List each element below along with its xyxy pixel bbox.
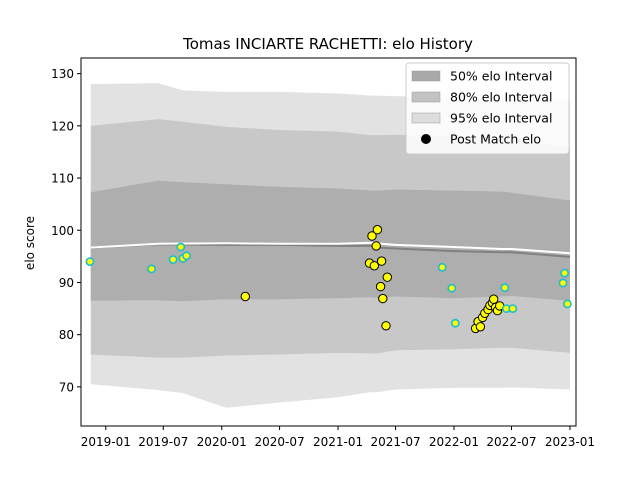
post-match-points <box>85 225 572 334</box>
y-tick-label: 80 <box>59 328 74 342</box>
interval-bands <box>90 83 571 408</box>
post-match-elo-point <box>382 272 392 282</box>
y-tick-label: 130 <box>51 67 74 81</box>
x-tick-label: 2021-07 <box>370 435 420 449</box>
y-tick-label: 70 <box>59 380 74 394</box>
x-tick-label: 2019-01 <box>81 435 131 449</box>
legend-swatch <box>411 91 441 103</box>
x-tick-label: 2020-07 <box>255 435 305 449</box>
x-axis: 2019-01 2019-07 2020-01 2020-07 2021-01 2021-… <box>81 426 595 449</box>
post-match-elo-point <box>371 241 381 251</box>
legend-box <box>405 62 570 155</box>
x-tick-label: 2021-01 <box>313 435 363 449</box>
x-tick-label: 2019-07 <box>138 435 188 449</box>
post-match-elo-point <box>500 283 510 293</box>
y-axis: 70 80 90 100 110 120 130 <box>51 67 81 394</box>
post-match-elo-point <box>450 318 460 328</box>
x-tick-label: 2022-01 <box>429 435 479 449</box>
y-axis-label: elo score <box>23 216 37 270</box>
post-match-elo-point <box>375 281 386 292</box>
x-tick-label: 2023-01 <box>545 435 595 449</box>
y-tick-label: 110 <box>51 172 74 186</box>
chart-title: Tomas INCIARTE RACHETTI: elo History <box>182 35 473 53</box>
x-tick-label: 2022-07 <box>486 435 536 449</box>
post-match-elo-point <box>560 268 569 278</box>
post-match-elo-point <box>372 225 383 235</box>
post-match-elo-point <box>447 283 457 293</box>
post-match-elo-point <box>176 242 186 252</box>
band-50-percent <box>90 180 571 302</box>
y-tick-label: 120 <box>51 119 74 133</box>
post-match-elo-point <box>240 291 251 302</box>
plot-frame <box>80 57 577 427</box>
legend-swatch <box>411 112 441 124</box>
post-match-elo-point <box>508 304 518 313</box>
legend-swatch <box>411 70 441 82</box>
legend-label: 95% elo Interval <box>450 111 552 126</box>
legend-label: Post Match elo <box>450 132 541 147</box>
y-tick-label: 90 <box>59 276 74 290</box>
legend-label: 80% elo Interval <box>450 90 552 105</box>
post-match-elo-point <box>168 255 178 264</box>
post-match-elo-point <box>378 293 388 304</box>
post-match-elo-point <box>182 251 191 261</box>
legend-marker <box>421 134 431 144</box>
post-match-elo-point <box>489 294 499 304</box>
post-match-elo-point <box>558 278 568 288</box>
post-match-elo-point <box>437 262 447 272</box>
post-match-elo-point <box>369 261 379 271</box>
post-match-elo-point <box>147 264 156 274</box>
post-match-elo-point <box>563 299 572 309</box>
legend: 50% elo Interval 80% elo Interval 95% elo … <box>405 62 570 155</box>
legend-label: 50% elo Interval <box>450 69 552 84</box>
post-match-elo-point <box>376 256 387 266</box>
y-tick-label: 100 <box>51 224 74 238</box>
x-tick-label: 2020-01 <box>197 435 247 449</box>
post-match-elo-point <box>475 322 486 332</box>
post-match-elo-point <box>381 321 391 331</box>
post-match-elo-point <box>85 257 95 266</box>
post-match-elo-point <box>367 231 377 241</box>
